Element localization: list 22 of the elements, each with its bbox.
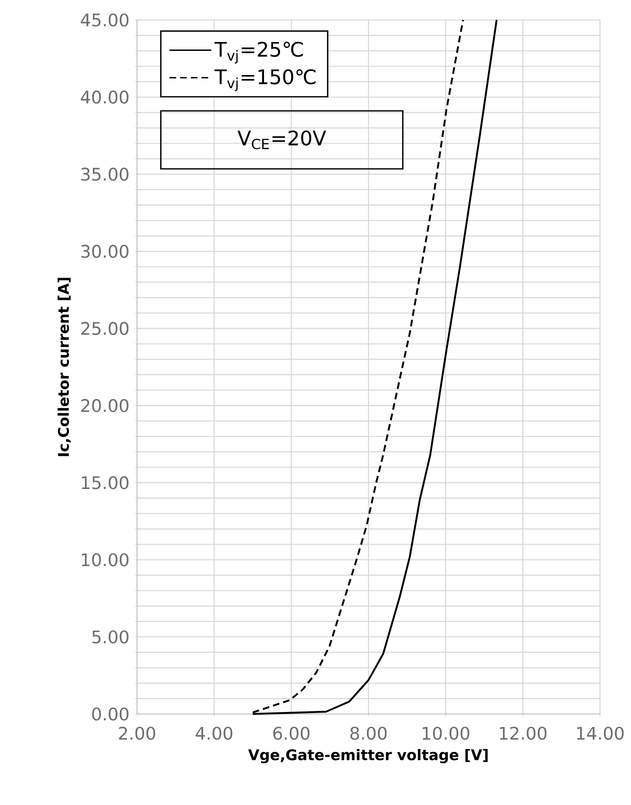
x-axis-title: Vge,Gate-emitter voltage [V] — [248, 748, 488, 764]
x-tick-label: 10.00 — [422, 726, 470, 740]
y-tick-label: 10.00 — [82, 553, 128, 566]
y-tick-label: 35.00 — [81, 168, 128, 181]
x-tick-label: 12.00 — [500, 726, 546, 740]
x-tick-label: 2.00 — [118, 726, 156, 740]
y-tick-label: 45.00 — [80, 13, 128, 27]
x-tick-label: 6.00 — [273, 726, 310, 740]
y-tick-label: 15.00 — [82, 476, 128, 490]
legend-label: T$_{vj}$=150℃ — [214, 69, 316, 92]
x-tick-label: 4.00 — [196, 726, 232, 740]
y-tick-label: 20.00 — [81, 399, 128, 412]
y-tick-label: 25.00 — [81, 322, 128, 335]
x-tick-label: 14.00 — [577, 726, 624, 740]
x-tick-label: 8.00 — [350, 726, 387, 740]
y-axis-title: Ic,Colletor current [A] — [58, 278, 71, 456]
y-tick-label: 30.00 — [81, 244, 128, 258]
y-tick-label: 0.00 — [92, 707, 128, 721]
y-tick-label: 5.00 — [92, 630, 128, 644]
annotation: V$_{CE}$=20V — [238, 130, 326, 150]
y-tick-label: 40.00 — [80, 90, 128, 104]
legend-label: T$_{vj}$=25℃ — [214, 42, 303, 64]
